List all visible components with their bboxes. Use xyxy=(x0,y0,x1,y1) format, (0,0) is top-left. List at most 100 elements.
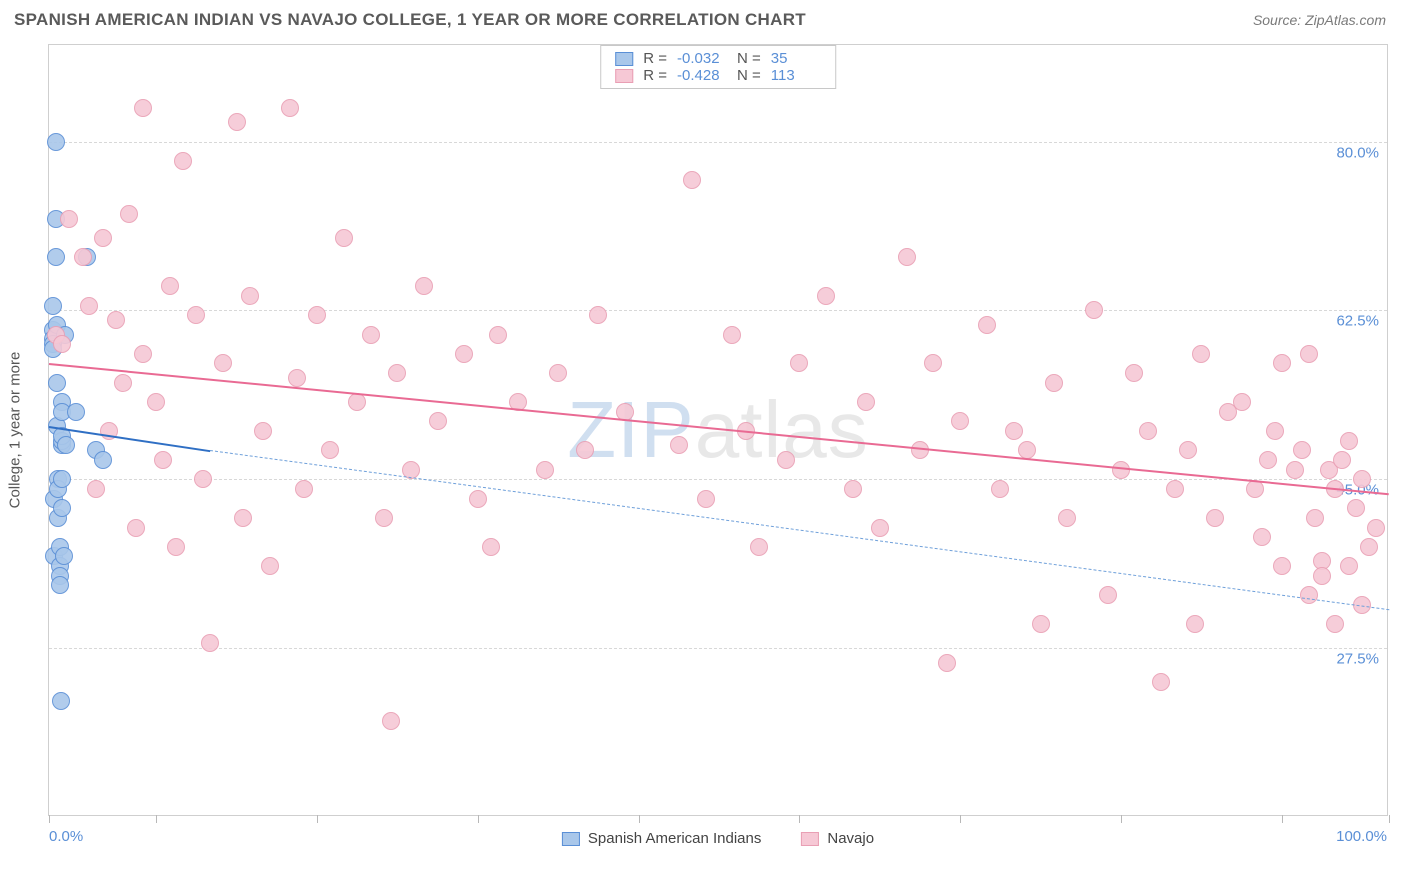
legend-label-0: Spanish American Indians xyxy=(588,830,761,847)
x-axis-max-label: 100.0% xyxy=(1336,828,1387,845)
gridline-h xyxy=(49,648,1387,649)
scatter-point-series-1 xyxy=(469,490,487,508)
stat-n-value-0: 35 xyxy=(771,50,821,67)
scatter-point-series-1 xyxy=(1192,345,1210,363)
scatter-point-series-1 xyxy=(1340,557,1358,575)
scatter-point-series-0 xyxy=(48,374,66,392)
scatter-point-series-1 xyxy=(335,229,353,247)
scatter-point-series-1 xyxy=(382,712,400,730)
scatter-point-series-1 xyxy=(120,205,138,223)
scatter-point-series-1 xyxy=(281,99,299,117)
scatter-point-series-1 xyxy=(234,509,252,527)
scatter-point-series-1 xyxy=(375,509,393,527)
legend-swatch-1 xyxy=(801,832,819,846)
trendline xyxy=(49,363,1389,495)
scatter-point-series-1 xyxy=(978,316,996,334)
scatter-point-series-1 xyxy=(1253,528,1271,546)
scatter-point-series-0 xyxy=(52,692,70,710)
x-tick xyxy=(1121,815,1122,823)
scatter-point-series-1 xyxy=(670,436,688,454)
scatter-point-series-0 xyxy=(51,576,69,594)
scatter-point-series-1 xyxy=(154,451,172,469)
scatter-point-series-1 xyxy=(1099,586,1117,604)
chart-title: SPANISH AMERICAN INDIAN VS NAVAJO COLLEG… xyxy=(14,10,806,30)
scatter-point-series-1 xyxy=(1326,615,1344,633)
scatter-point-series-1 xyxy=(167,538,185,556)
scatter-point-series-1 xyxy=(53,335,71,353)
x-tick xyxy=(799,815,800,823)
stats-row-series-1: R = -0.428 N = 113 xyxy=(615,67,821,84)
stat-n-label: N = xyxy=(737,50,761,67)
scatter-point-series-1 xyxy=(536,461,554,479)
scatter-point-series-1 xyxy=(938,654,956,672)
scatter-point-series-1 xyxy=(697,490,715,508)
scatter-point-series-1 xyxy=(723,326,741,344)
x-tick xyxy=(49,815,50,823)
x-tick xyxy=(156,815,157,823)
scatter-point-series-1 xyxy=(1186,615,1204,633)
scatter-point-series-1 xyxy=(288,369,306,387)
scatter-point-series-1 xyxy=(1045,374,1063,392)
scatter-point-series-1 xyxy=(1032,615,1050,633)
scatter-point-series-1 xyxy=(1293,441,1311,459)
scatter-point-series-1 xyxy=(241,287,259,305)
scatter-point-series-0 xyxy=(57,436,75,454)
scatter-point-series-1 xyxy=(750,538,768,556)
scatter-point-series-0 xyxy=(53,470,71,488)
scatter-point-series-1 xyxy=(898,248,916,266)
y-tick-label: 80.0% xyxy=(1336,144,1379,161)
scatter-point-series-0 xyxy=(67,403,85,421)
scatter-point-series-1 xyxy=(455,345,473,363)
scatter-point-series-1 xyxy=(1273,557,1291,575)
scatter-point-series-0 xyxy=(55,547,73,565)
scatter-point-series-1 xyxy=(60,210,78,228)
stats-legend-box: R = -0.032 N = 35 R = -0.428 N = 113 xyxy=(600,45,836,89)
stat-r-value-1: -0.428 xyxy=(677,67,727,84)
y-axis-label: College, 1 year or more xyxy=(7,352,24,509)
gridline-h xyxy=(49,310,1387,311)
scatter-point-series-1 xyxy=(114,374,132,392)
scatter-point-series-1 xyxy=(228,113,246,131)
scatter-point-series-1 xyxy=(429,412,447,430)
swatch-series-0 xyxy=(615,52,633,66)
stat-r-label: R = xyxy=(643,67,667,84)
scatter-point-series-1 xyxy=(348,393,366,411)
legend-label-1: Navajo xyxy=(827,830,874,847)
scatter-point-series-1 xyxy=(187,306,205,324)
scatter-point-series-1 xyxy=(482,538,500,556)
scatter-point-series-1 xyxy=(857,393,875,411)
x-tick xyxy=(478,815,479,823)
scatter-point-series-1 xyxy=(1347,499,1365,517)
stat-n-value-1: 113 xyxy=(771,67,821,84)
scatter-point-series-1 xyxy=(1233,393,1251,411)
scatter-point-series-1 xyxy=(254,422,272,440)
scatter-point-series-1 xyxy=(107,311,125,329)
scatter-point-series-1 xyxy=(134,345,152,363)
scatter-point-series-1 xyxy=(1058,509,1076,527)
legend-swatch-0 xyxy=(562,832,580,846)
scatter-point-series-0 xyxy=(47,133,65,151)
x-tick xyxy=(1389,815,1390,823)
scatter-point-series-1 xyxy=(174,152,192,170)
scatter-point-series-1 xyxy=(261,557,279,575)
scatter-point-series-1 xyxy=(489,326,507,344)
stat-n-label: N = xyxy=(737,67,761,84)
scatter-point-series-1 xyxy=(214,354,232,372)
scatter-point-series-1 xyxy=(161,277,179,295)
scatter-point-series-1 xyxy=(1179,441,1197,459)
x-tick xyxy=(639,815,640,823)
x-tick xyxy=(960,815,961,823)
y-tick-label: 27.5% xyxy=(1336,651,1379,668)
scatter-point-series-1 xyxy=(1286,461,1304,479)
scatter-point-series-1 xyxy=(87,480,105,498)
bottom-legend: Spanish American Indians Navajo xyxy=(562,830,874,847)
scatter-point-series-0 xyxy=(44,297,62,315)
scatter-point-series-1 xyxy=(1005,422,1023,440)
scatter-point-series-1 xyxy=(194,470,212,488)
scatter-point-series-1 xyxy=(295,480,313,498)
x-tick xyxy=(317,815,318,823)
scatter-point-series-1 xyxy=(1360,538,1378,556)
scatter-point-series-1 xyxy=(777,451,795,469)
scatter-point-series-1 xyxy=(1367,519,1385,537)
scatter-point-series-1 xyxy=(991,480,1009,498)
